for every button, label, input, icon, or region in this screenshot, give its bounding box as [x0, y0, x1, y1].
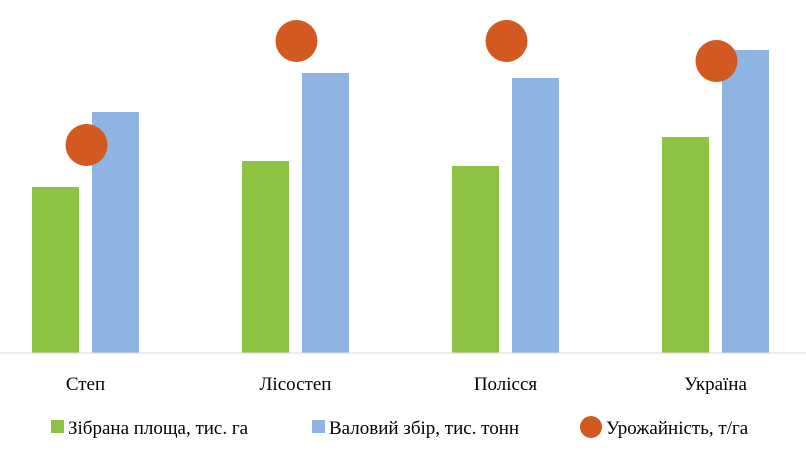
marker-yield-1 — [275, 20, 318, 62]
marker-yield-2 — [485, 20, 528, 62]
marker-yield-3 — [695, 40, 738, 82]
x-tick-label-1: Лісостеп — [260, 374, 332, 395]
plot-area — [32, 20, 769, 353]
legend-label-1: Валовий збір, тис. тонн — [329, 418, 519, 439]
legend: Зібрана площа, тис. га Валовий збір, тис.… — [51, 416, 749, 439]
legend-label-2: Урожайність, т/га — [606, 418, 749, 439]
x-tick-label-2: Полісся — [474, 374, 538, 395]
legend-label-0: Зібрана площа, тис. га — [68, 418, 249, 439]
bar-gross-yield-3 — [722, 50, 769, 353]
legend-swatch-2 — [580, 416, 602, 438]
bar-gross-yield-2 — [512, 78, 559, 353]
legend-swatch-0 — [51, 420, 64, 433]
legend-swatch-1 — [312, 420, 325, 433]
x-tick-label-3: Україна — [684, 374, 747, 395]
x-axis-ticks: Степ Лісостеп Полісся Україна — [66, 374, 748, 395]
marker-yield-0 — [65, 124, 108, 166]
bar-harvested-area-3 — [662, 137, 709, 353]
bar-harvested-area-0 — [32, 187, 79, 353]
bar-harvested-area-2 — [452, 166, 499, 353]
x-tick-label-0: Степ — [66, 374, 105, 395]
bar-harvested-area-1 — [242, 161, 289, 353]
bar-gross-yield-1 — [302, 73, 349, 353]
